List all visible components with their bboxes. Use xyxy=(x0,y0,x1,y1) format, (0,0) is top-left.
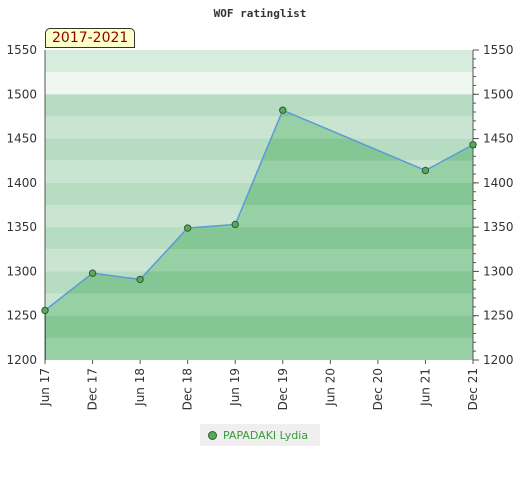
y-tick-label-right: 1500 xyxy=(483,87,514,101)
band xyxy=(45,337,473,360)
band xyxy=(45,315,473,338)
data-point xyxy=(421,166,430,175)
band xyxy=(45,271,473,294)
y-tick-label-left: 1350 xyxy=(6,220,37,234)
data-point xyxy=(469,141,477,149)
y-tick-label-right: 1400 xyxy=(483,176,514,190)
y-tick-label-left: 1400 xyxy=(6,176,37,190)
y-tick-label-right: 1350 xyxy=(483,220,514,234)
y-tick-label-right: 1200 xyxy=(483,353,514,367)
data-point xyxy=(41,306,49,315)
legend-marker-icon xyxy=(208,430,217,440)
data-point xyxy=(136,275,144,284)
background-bands xyxy=(45,50,473,360)
band xyxy=(45,227,473,250)
legend-label: PAPADAKI Lydia xyxy=(223,428,309,442)
x-tick-label: Jun 17 xyxy=(38,368,52,407)
series-polyline xyxy=(44,109,474,311)
series-line xyxy=(44,109,474,360)
y-tick-label-left: 1500 xyxy=(6,87,37,101)
y-tick-label-left: 1250 xyxy=(6,309,37,323)
y-tick-label-left: 1450 xyxy=(6,132,37,146)
y-tick-label-left: 1300 xyxy=(6,264,37,278)
band xyxy=(45,293,473,316)
data-point xyxy=(88,269,97,277)
x-tick-label: Dec 19 xyxy=(276,368,290,410)
band xyxy=(45,205,473,228)
area-stripe xyxy=(45,271,473,294)
period-label: 2017-2021 xyxy=(45,28,136,48)
band xyxy=(45,94,473,117)
y-tick-label-right: 1450 xyxy=(483,132,514,146)
y-tick-label-left: 1200 xyxy=(6,353,37,367)
area-path xyxy=(45,110,473,360)
x-tick-label: Dec 18 xyxy=(181,368,195,410)
x-tick-label: Dec 20 xyxy=(371,368,385,410)
y-tick-label-right: 1550 xyxy=(483,43,514,57)
area-stripe xyxy=(45,315,473,338)
y-tick-label-right: 1250 xyxy=(483,309,514,323)
x-tick-label: Dec 17 xyxy=(86,368,100,410)
band xyxy=(45,138,473,161)
y-tick-label-left: 1550 xyxy=(6,43,37,57)
legend: PAPADAKI Lydia xyxy=(200,424,320,446)
band xyxy=(45,72,473,95)
data-point xyxy=(231,220,239,229)
chart-title: WOF ratinglist xyxy=(214,7,307,20)
band xyxy=(45,50,473,73)
x-tick-label: Jun 18 xyxy=(133,368,147,407)
data-point xyxy=(183,224,192,232)
x-tick-label: Jun 19 xyxy=(228,368,242,407)
data-points xyxy=(41,106,477,315)
axes: 1200 1200 1250 1250 1300 1300 1350 1350 1400 1400… xyxy=(6,43,513,410)
y-tick-label-right: 1300 xyxy=(483,264,514,278)
x-tick-label: Dec 21 xyxy=(466,368,480,410)
band xyxy=(45,116,473,139)
data-point xyxy=(279,106,287,114)
band xyxy=(45,160,473,183)
x-tick-label: Jun 20 xyxy=(323,368,337,407)
band xyxy=(45,182,473,205)
x-tick-label: Jun 21 xyxy=(418,368,432,407)
